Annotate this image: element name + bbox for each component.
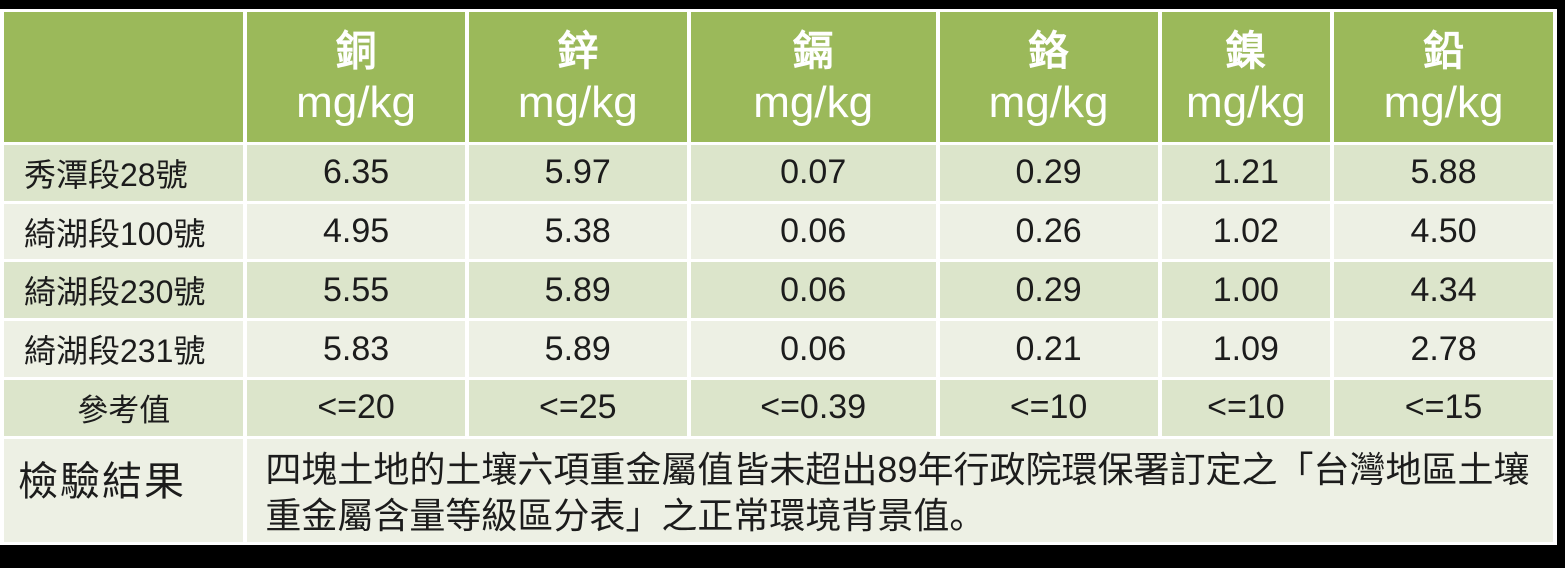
value-cell: 4.50	[1334, 203, 1553, 260]
table-row-qihu-100: 綺湖段100號 4.95 5.38 0.06 0.26 1.02 4.50	[4, 203, 1553, 260]
metal-unit: mg/kg	[988, 78, 1109, 128]
value-cell: <=20	[247, 379, 465, 436]
value-cell: 0.29	[939, 262, 1158, 319]
header-row: 銅 mg/kg 鋅 mg/kg 鎘 mg/kg 鉻 mg/kg 鎳 mg/k	[4, 12, 1553, 142]
value-cell: 2.78	[1334, 321, 1553, 377]
row-label: 綺湖段100號	[4, 203, 244, 260]
table-row-test-result: 檢驗結果 四塊土地的土壤六項重金屬值皆未超出89年行政院環保署訂定之「台灣地區土…	[4, 438, 1553, 542]
metal-unit: mg/kg	[517, 78, 638, 128]
metal-name: 鎳	[1225, 28, 1267, 75]
metal-name: 鉛	[1423, 28, 1465, 75]
value-cell: <=15	[1334, 379, 1553, 436]
table-row-qihu-230: 綺湖段230號 5.55 5.89 0.06 0.29 1.00 4.34	[4, 262, 1553, 319]
column-header-nickel: 鎳 mg/kg	[1161, 12, 1331, 142]
metal-name: 銅	[335, 28, 377, 75]
value-cell: <=0.39	[690, 379, 936, 436]
column-header-lead: 鉛 mg/kg	[1334, 12, 1553, 142]
corner-cell	[4, 12, 244, 142]
result-label: 檢驗結果	[4, 438, 244, 542]
row-label: 參考值	[4, 379, 244, 436]
table-row-reference-values: 參考值 <=20 <=25 <=0.39 <=10 <=10 <=15	[4, 379, 1553, 436]
value-cell: 1.02	[1161, 203, 1331, 260]
value-cell: 4.95	[247, 203, 465, 260]
value-cell: 5.88	[1334, 145, 1553, 201]
metal-name: 鉻	[1028, 28, 1070, 75]
value-cell: 1.21	[1161, 145, 1331, 201]
table-row-xiutan-28: 秀潭段28號 6.35 5.97 0.07 0.29 1.21 5.88	[4, 145, 1553, 201]
column-header-chromium: 鉻 mg/kg	[939, 12, 1158, 142]
value-cell: 6.35	[247, 145, 465, 201]
value-cell: <=10	[939, 379, 1158, 436]
metal-unit: mg/kg	[1383, 78, 1504, 128]
value-cell: 5.89	[468, 321, 687, 377]
value-cell: 0.21	[939, 321, 1158, 377]
column-header-cadmium: 鎘 mg/kg	[690, 12, 936, 142]
value-cell: 0.06	[690, 262, 936, 319]
value-cell: 5.83	[247, 321, 465, 377]
value-cell: 0.26	[939, 203, 1158, 260]
column-header-zinc: 鋅 mg/kg	[468, 12, 687, 142]
metal-unit: mg/kg	[753, 78, 874, 128]
value-cell: 5.55	[247, 262, 465, 319]
value-cell: 5.89	[468, 262, 687, 319]
value-cell: <=25	[468, 379, 687, 436]
result-text: 四塊土地的土壤六項重金屬值皆未超出89年行政院環保署訂定之「台灣地區土壤重金屬含…	[247, 438, 1553, 542]
value-cell: 4.34	[1334, 262, 1553, 319]
value-cell: 1.09	[1161, 321, 1331, 377]
value-cell: 1.00	[1161, 262, 1331, 319]
row-label: 綺湖段231號	[4, 321, 244, 377]
value-cell: 0.07	[690, 145, 936, 201]
value-cell: 5.97	[468, 145, 687, 201]
row-label: 秀潭段28號	[4, 145, 244, 201]
slide-table-area: 銅 mg/kg 鋅 mg/kg 鎘 mg/kg 鉻 mg/kg 鎳 mg/k	[0, 9, 1557, 545]
column-header-copper: 銅 mg/kg	[247, 12, 465, 142]
value-cell: 0.06	[690, 321, 936, 377]
heavy-metal-results-table: 銅 mg/kg 鋅 mg/kg 鎘 mg/kg 鉻 mg/kg 鎳 mg/k	[0, 9, 1557, 545]
value-cell: 5.38	[468, 203, 687, 260]
row-label: 綺湖段230號	[4, 262, 244, 319]
value-cell: 0.06	[690, 203, 936, 260]
value-cell: 0.29	[939, 145, 1158, 201]
metal-name: 鋅	[557, 28, 599, 75]
metal-unit: mg/kg	[1185, 78, 1306, 128]
metal-name: 鎘	[792, 28, 834, 75]
table-row-qihu-231: 綺湖段231號 5.83 5.89 0.06 0.21 1.09 2.78	[4, 321, 1553, 377]
metal-unit: mg/kg	[296, 78, 416, 128]
value-cell: <=10	[1161, 379, 1331, 436]
